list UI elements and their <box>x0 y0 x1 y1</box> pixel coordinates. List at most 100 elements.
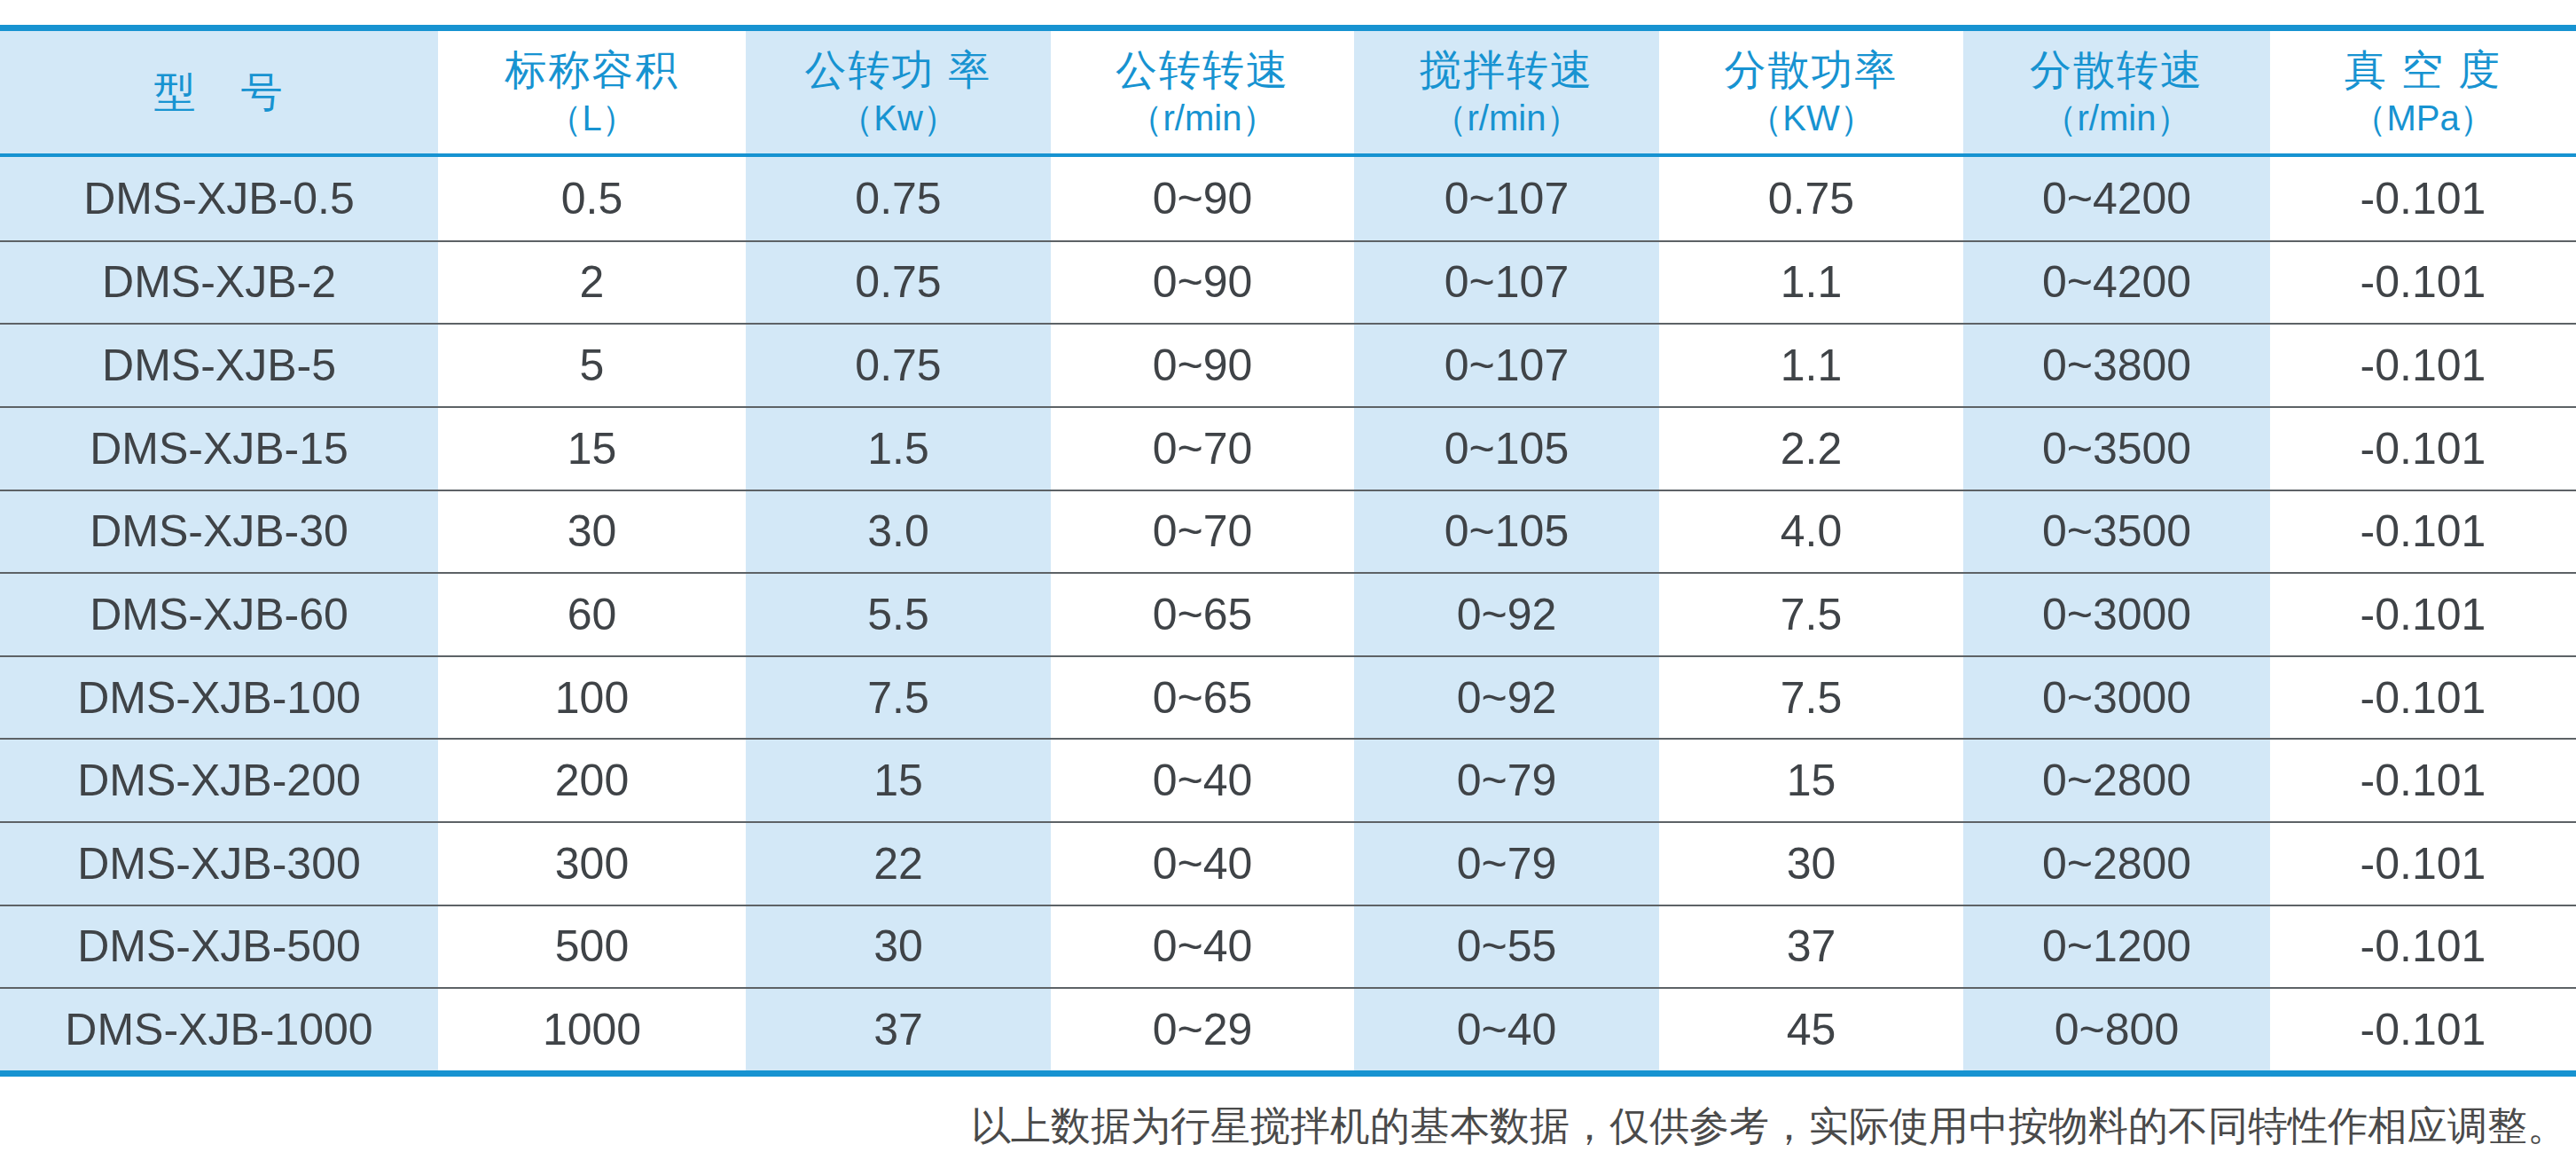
cell-dispersion-power: 15 <box>1659 740 1963 821</box>
cell-dispersion-speed: 0~800 <box>1963 989 2270 1070</box>
cell-stirring-speed: 0~79 <box>1354 823 1659 905</box>
cell-revolution-speed: 0~29 <box>1051 989 1354 1070</box>
cell-dispersion-speed: 0~2800 <box>1963 740 2270 821</box>
table-row: DMS-XJB-15 15 1.5 0~70 0~105 2.2 0~3500 … <box>0 406 2576 490</box>
cell-dispersion-power: 7.5 <box>1659 657 1963 739</box>
column-header-unit: （r/min） <box>1432 96 1582 140</box>
column-header-label: 型 号 <box>154 67 285 119</box>
column-header-label: 标称容积 <box>505 44 679 97</box>
cell-vacuum-degree: -0.101 <box>2270 408 2576 490</box>
column-header-dispersion-speed: 分散转速 （r/min） <box>1963 31 2270 153</box>
cell-model: DMS-XJB-1000 <box>0 989 438 1070</box>
column-header-dispersion-power: 分散功率 （KW） <box>1659 31 1963 153</box>
cell-revolution-speed: 0~90 <box>1051 242 1354 324</box>
cell-dispersion-power: 2.2 <box>1659 408 1963 490</box>
cell-vacuum-degree: -0.101 <box>2270 657 2576 739</box>
table-row: DMS-XJB-0.5 0.5 0.75 0~90 0~107 0.75 0~4… <box>0 157 2576 240</box>
cell-revolution-speed: 0~70 <box>1051 408 1354 490</box>
cell-nominal-capacity: 0.5 <box>438 157 746 240</box>
column-header-label: 分散转速 <box>2030 44 2204 97</box>
cell-vacuum-degree: -0.101 <box>2270 325 2576 406</box>
cell-stirring-speed: 0~107 <box>1354 157 1659 240</box>
cell-revolution-speed: 0~40 <box>1051 740 1354 821</box>
cell-stirring-speed: 0~107 <box>1354 325 1659 406</box>
cell-dispersion-speed: 0~3000 <box>1963 574 2270 655</box>
cell-dispersion-speed: 0~1200 <box>1963 906 2270 988</box>
cell-vacuum-degree: -0.101 <box>2270 823 2576 905</box>
cell-vacuum-degree: -0.101 <box>2270 989 2576 1070</box>
cell-stirring-speed: 0~105 <box>1354 408 1659 490</box>
cell-dispersion-speed: 0~2800 <box>1963 823 2270 905</box>
cell-vacuum-degree: -0.101 <box>2270 242 2576 324</box>
cell-model: DMS-XJB-200 <box>0 740 438 821</box>
table-row: DMS-XJB-2 2 0.75 0~90 0~107 1.1 0~4200 -… <box>0 240 2576 324</box>
cell-stirring-speed: 0~40 <box>1354 989 1659 1070</box>
cell-dispersion-speed: 0~3500 <box>1963 408 2270 490</box>
column-header-nominal-capacity: 标称容积 （L） <box>438 31 746 153</box>
column-header-unit: （L） <box>546 96 637 140</box>
table-row: DMS-XJB-500 500 30 0~40 0~55 37 0~1200 -… <box>0 905 2576 988</box>
cell-revolution-power: 5.5 <box>746 574 1051 655</box>
top-border <box>0 25 2576 31</box>
column-header-unit: （r/min） <box>1128 96 1278 140</box>
cell-revolution-speed: 0~65 <box>1051 574 1354 655</box>
footer-note: 以上数据为行星搅拌机的基本数据，仅供参考，实际使用中按物料的不同特性作相应调整。 <box>0 1100 2576 1152</box>
cell-revolution-speed: 0~65 <box>1051 657 1354 739</box>
column-header-label: 分散功率 <box>1725 44 1899 97</box>
cell-stirring-speed: 0~105 <box>1354 491 1659 573</box>
cell-revolution-power: 3.0 <box>746 491 1051 573</box>
column-header-revolution-speed: 公转转速 （r/min） <box>1051 31 1354 153</box>
cell-stirring-speed: 0~107 <box>1354 242 1659 324</box>
cell-dispersion-power: 30 <box>1659 823 1963 905</box>
cell-model: DMS-XJB-30 <box>0 491 438 573</box>
cell-model: DMS-XJB-60 <box>0 574 438 655</box>
column-header-unit: （KW） <box>1747 96 1875 140</box>
cell-dispersion-speed: 0~3800 <box>1963 325 2270 406</box>
column-header-label: 真 空 度 <box>2345 44 2502 97</box>
column-header-vacuum-degree: 真 空 度 （MPa） <box>2270 31 2576 153</box>
column-header-model: 型 号 <box>0 31 438 153</box>
cell-dispersion-speed: 0~3000 <box>1963 657 2270 739</box>
cell-nominal-capacity: 60 <box>438 574 746 655</box>
table-row: DMS-XJB-60 60 5.5 0~65 0~92 7.5 0~3000 -… <box>0 572 2576 655</box>
cell-dispersion-power: 0.75 <box>1659 157 1963 240</box>
cell-nominal-capacity: 15 <box>438 408 746 490</box>
column-header-stirring-speed: 搅拌转速 （r/min） <box>1354 31 1659 153</box>
cell-dispersion-power: 7.5 <box>1659 574 1963 655</box>
cell-nominal-capacity: 30 <box>438 491 746 573</box>
column-header-unit: （Kw） <box>838 96 959 140</box>
cell-revolution-power: 37 <box>746 989 1051 1070</box>
cell-vacuum-degree: -0.101 <box>2270 574 2576 655</box>
cell-vacuum-degree: -0.101 <box>2270 906 2576 988</box>
spec-table-page: 型 号 标称容积 （L） 公转功 率 （Kw） 公转转速 （r/min） 搅拌转… <box>0 0 2576 1152</box>
cell-model: DMS-XJB-2 <box>0 242 438 324</box>
column-header-label: 搅拌转速 <box>1420 44 1593 97</box>
cell-vacuum-degree: -0.101 <box>2270 740 2576 821</box>
cell-revolution-speed: 0~90 <box>1051 325 1354 406</box>
table-row: DMS-XJB-30 30 3.0 0~70 0~105 4.0 0~3500 … <box>0 490 2576 573</box>
table-row: DMS-XJB-300 300 22 0~40 0~79 30 0~2800 -… <box>0 821 2576 905</box>
cell-revolution-power: 30 <box>746 906 1051 988</box>
column-header-label: 公转转速 <box>1116 44 1289 97</box>
cell-dispersion-power: 4.0 <box>1659 491 1963 573</box>
table-row: DMS-XJB-100 100 7.5 0~65 0~92 7.5 0~3000… <box>0 655 2576 739</box>
cell-dispersion-power: 37 <box>1659 906 1963 988</box>
cell-revolution-speed: 0~70 <box>1051 491 1354 573</box>
cell-nominal-capacity: 500 <box>438 906 746 988</box>
cell-nominal-capacity: 5 <box>438 325 746 406</box>
cell-vacuum-degree: -0.101 <box>2270 157 2576 240</box>
cell-stirring-speed: 0~92 <box>1354 574 1659 655</box>
cell-dispersion-power: 45 <box>1659 989 1963 1070</box>
cell-model: DMS-XJB-5 <box>0 325 438 406</box>
cell-nominal-capacity: 100 <box>438 657 746 739</box>
table-row: DMS-XJB-1000 1000 37 0~29 0~40 45 0~800 … <box>0 987 2576 1070</box>
cell-revolution-power: 0.75 <box>746 242 1051 324</box>
cell-revolution-power: 1.5 <box>746 408 1051 490</box>
cell-nominal-capacity: 200 <box>438 740 746 821</box>
cell-revolution-power: 0.75 <box>746 157 1051 240</box>
cell-dispersion-speed: 0~3500 <box>1963 491 2270 573</box>
cell-nominal-capacity: 2 <box>438 242 746 324</box>
cell-revolution-speed: 0~40 <box>1051 823 1354 905</box>
cell-stirring-speed: 0~92 <box>1354 657 1659 739</box>
cell-revolution-power: 7.5 <box>746 657 1051 739</box>
